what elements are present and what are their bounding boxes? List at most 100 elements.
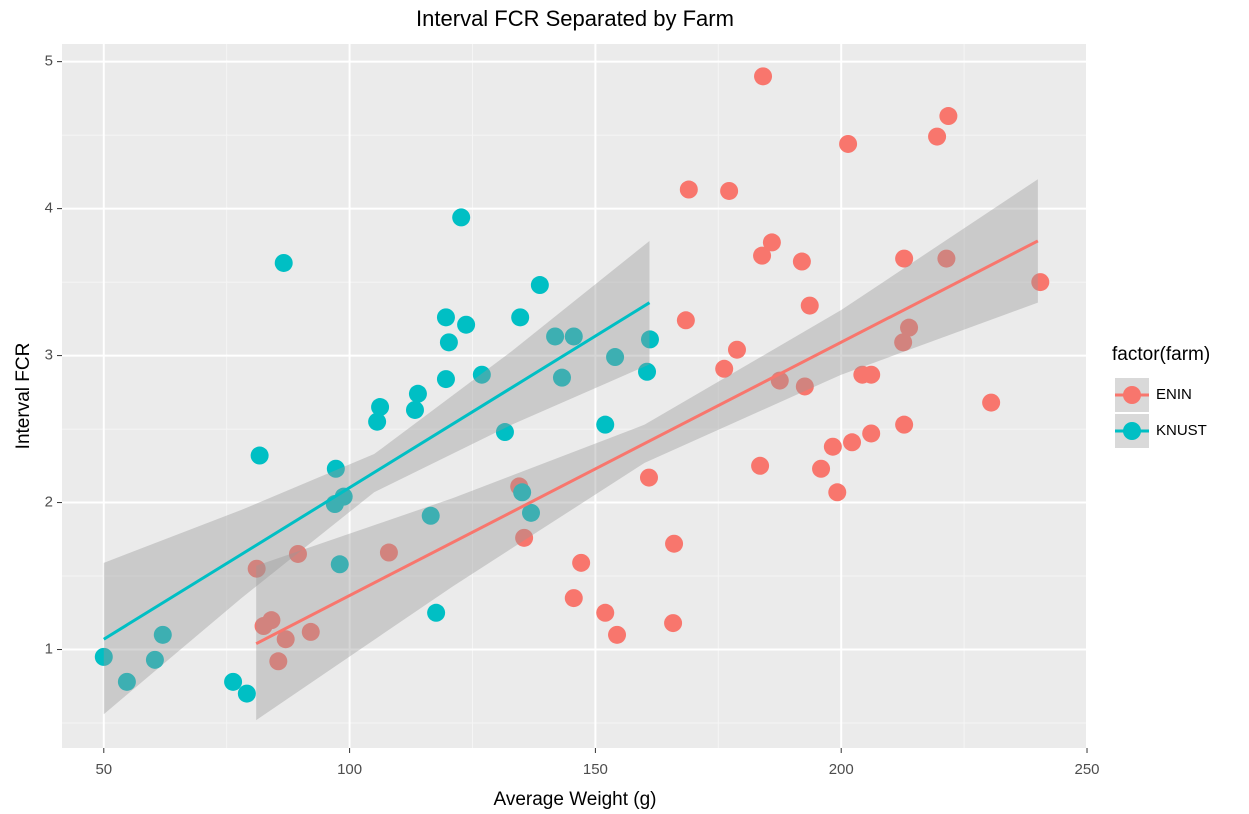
point [900, 318, 919, 337]
point [224, 672, 243, 691]
point [421, 506, 440, 525]
point [564, 589, 583, 608]
point [596, 415, 615, 434]
point [326, 459, 345, 478]
point [427, 603, 446, 622]
point [269, 652, 288, 671]
point [408, 384, 427, 403]
point [608, 625, 627, 644]
x-tick-label: 150 [583, 761, 608, 778]
point [439, 333, 458, 352]
legend-dot [1123, 386, 1141, 404]
point [552, 368, 571, 387]
point [800, 296, 819, 315]
x-axis-label: Average Weight (g) [494, 789, 657, 810]
confidence-band [256, 179, 1038, 721]
x-tick-label: 50 [95, 761, 112, 778]
fit-line [102, 301, 651, 641]
point [639, 468, 658, 487]
y-tick-label: 1 [45, 640, 53, 657]
point [665, 534, 684, 553]
legend-label: KNUST [1156, 422, 1207, 439]
point [606, 348, 625, 367]
point [330, 555, 349, 574]
legend-dot [1123, 422, 1141, 440]
x-tick-label: 100 [337, 761, 362, 778]
point [276, 630, 295, 649]
point [727, 340, 746, 359]
point [982, 393, 1001, 412]
y-axis-label: Interval FCR [13, 343, 34, 450]
point [405, 400, 424, 419]
point [812, 459, 831, 478]
point [823, 437, 842, 456]
point [379, 543, 398, 562]
point [511, 308, 530, 327]
y-tick-label: 4 [45, 200, 53, 217]
y-tick-label: 2 [45, 494, 53, 511]
point [939, 107, 958, 126]
point [762, 233, 781, 252]
point [754, 67, 773, 86]
point [457, 315, 476, 334]
point [288, 544, 307, 563]
point [371, 398, 390, 417]
y-tick-label: 5 [45, 53, 53, 70]
x-tick-label: 250 [1075, 761, 1100, 778]
fit-line [255, 239, 1039, 645]
point [145, 650, 164, 669]
point [795, 377, 814, 396]
point [472, 365, 491, 384]
point [862, 365, 881, 384]
point [676, 311, 695, 330]
point [664, 614, 683, 633]
point [117, 672, 136, 691]
point [530, 276, 549, 295]
chart-title: Interval FCR Separated by Farm [416, 6, 734, 31]
point [250, 446, 269, 465]
point [720, 181, 739, 200]
point [495, 423, 514, 442]
point [546, 327, 565, 346]
point [94, 647, 113, 666]
point [564, 327, 583, 346]
point [792, 252, 811, 271]
point [679, 180, 698, 199]
point [436, 308, 455, 327]
point [828, 483, 847, 502]
confidence-band [103, 240, 650, 715]
point [522, 503, 541, 522]
point [638, 362, 657, 381]
point [301, 622, 320, 641]
point [513, 483, 532, 502]
point [247, 559, 266, 578]
point [753, 246, 772, 265]
point [237, 684, 256, 703]
point [928, 127, 947, 146]
point [368, 412, 387, 431]
point [894, 333, 913, 352]
point [153, 625, 172, 644]
panel [62, 44, 1088, 748]
point [715, 359, 734, 378]
point [334, 487, 353, 506]
legend-title: factor(farm) [1112, 344, 1210, 365]
point [1031, 273, 1050, 292]
point [515, 528, 534, 547]
point [751, 456, 770, 475]
point [862, 424, 881, 443]
point [274, 253, 293, 272]
point [596, 603, 615, 622]
point [572, 553, 591, 572]
y-tick-label: 3 [45, 347, 53, 364]
legend-label: ENIN [1156, 386, 1192, 403]
point [262, 611, 281, 630]
point [843, 433, 862, 452]
point [436, 370, 455, 389]
point [640, 330, 659, 349]
point [895, 249, 914, 268]
point [452, 208, 471, 227]
x-tick-label: 200 [829, 761, 854, 778]
point [937, 249, 956, 268]
